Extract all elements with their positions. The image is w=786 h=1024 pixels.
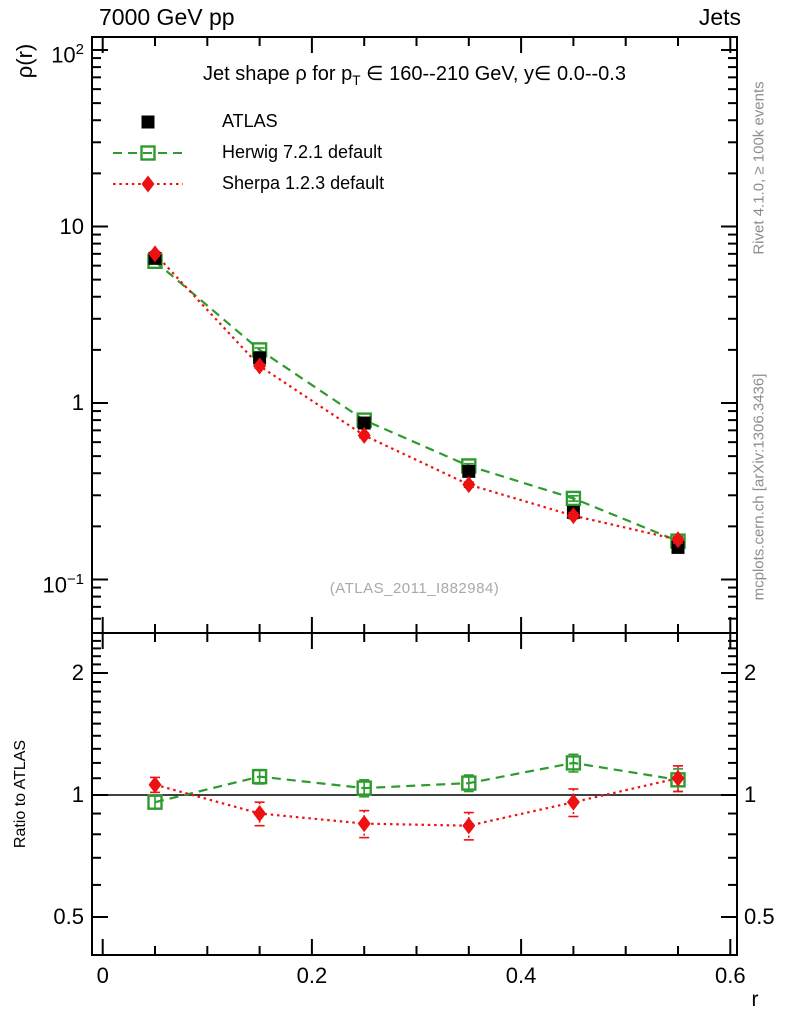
plot-title: Jet shape ρ for pT ∈ 160--210 GeV, y∈ 0.… — [92, 61, 737, 88]
main-y-tick-label: 10−1 — [42, 570, 84, 597]
main-line-1 — [154, 260, 679, 543]
ratio-series-0 — [147, 753, 686, 810]
sherpa-marker-icon — [112, 175, 184, 193]
data-point-Herwig 7.2.1 default — [565, 490, 582, 507]
x-tick-label: 0.6 — [715, 963, 746, 988]
data-point-Sherpa 1.2.3 default — [462, 476, 476, 494]
herwig-marker-icon — [112, 144, 184, 162]
data-point-Herwig 7.2.1 default — [461, 775, 477, 791]
main-y-tick-label: 102 — [51, 41, 84, 68]
x-tick-label: 0.2 — [296, 963, 328, 988]
data-point-ATLAS — [357, 416, 371, 430]
ratio-y-tick-label-right: 2 — [744, 659, 757, 685]
legend-item-herwig: Herwig 7.2.1 default — [112, 137, 384, 168]
header-beam-energy: 7000 GeV pp — [99, 4, 235, 30]
mcplots-arxiv-note: mcplots.cern.ch [arXiv:1306.3436] — [750, 373, 768, 601]
ratio-y-tick-label-left: 1 — [71, 782, 84, 807]
main-series-0 — [148, 251, 685, 554]
x-tick-label: 0.4 — [505, 963, 537, 988]
main-y-tick-label: 1 — [71, 390, 84, 415]
legend-label-sherpa: Sherpa 1.2.3 default — [222, 173, 385, 193]
data-point-Sherpa 1.2.3 default — [141, 175, 155, 192]
legend: ATLAS Herwig 7.2.1 default Sherpa 1.2.3 … — [112, 106, 384, 199]
data-point-Sherpa 1.2.3 default — [253, 805, 267, 823]
data-point-Herwig 7.2.1 default — [251, 768, 268, 785]
plot-title-pre: Jet shape ρ for p — [203, 63, 353, 85]
data-point-ATLAS — [141, 115, 155, 128]
data-point-Sherpa 1.2.3 default — [671, 769, 685, 787]
main-line-2 — [154, 253, 679, 541]
ratio-series-1 — [148, 765, 685, 841]
legend-label-atlas: ATLAS — [222, 111, 278, 131]
legend-item-sherpa: Sherpa 1.2.3 default — [112, 168, 384, 199]
main-series-1 — [147, 253, 686, 549]
atlas-marker-icon — [112, 113, 184, 131]
legend-label-herwig: Herwig 7.2.1 default — [222, 142, 383, 162]
data-point-ATLAS — [462, 464, 476, 478]
ratio-y-tick-label-left: 0.5 — [53, 904, 84, 929]
plot-title-post: ∈ 160--210 GeV, y∈ 0.0--0.3 — [360, 63, 626, 85]
data-point-Sherpa 1.2.3 default — [671, 531, 685, 549]
ratio-y-tick-label-right: 1 — [744, 782, 757, 807]
data-point-Herwig 7.2.1 default — [356, 780, 372, 796]
data-point-Sherpa 1.2.3 default — [566, 793, 580, 811]
data-point-Sherpa 1.2.3 default — [566, 507, 580, 525]
axis-ticks — [93, 38, 736, 954]
data-point-Sherpa 1.2.3 default — [148, 776, 162, 794]
ratio-y-tick-label-left: 2 — [71, 659, 84, 685]
rivet-version-note: Rivet 4.1.0, ≥ 100k events — [750, 81, 768, 255]
ratio-line-1 — [154, 777, 679, 827]
header-analysis-group: Jets — [698, 4, 741, 30]
data-point-Herwig 7.2.1 default — [565, 755, 582, 771]
ratio-panel-frame — [91, 632, 738, 956]
plot-title-sub: T — [352, 73, 361, 88]
analysis-id-watermark: (ATLAS_2011_I882984) — [329, 580, 500, 597]
data-point-Sherpa 1.2.3 default — [462, 817, 476, 835]
x-tick-label: 0 — [96, 963, 109, 988]
main-y-tick-label: 10 — [59, 213, 84, 239]
main-series-2 — [148, 245, 685, 549]
data-point-Sherpa 1.2.3 default — [357, 815, 371, 833]
data-point-Herwig 7.2.1 default — [147, 794, 163, 810]
x-axis-title: r — [751, 988, 759, 1011]
legend-item-atlas: ATLAS — [112, 106, 384, 137]
data-point-Sherpa 1.2.3 default — [148, 245, 162, 263]
data-point-Herwig 7.2.1 default — [140, 144, 156, 161]
ratio-line-0 — [154, 761, 679, 804]
data-point-Sherpa 1.2.3 default — [357, 426, 371, 444]
data-point-Sherpa 1.2.3 default — [253, 357, 267, 375]
ratio-y-tick-label-right: 0.5 — [744, 904, 775, 929]
